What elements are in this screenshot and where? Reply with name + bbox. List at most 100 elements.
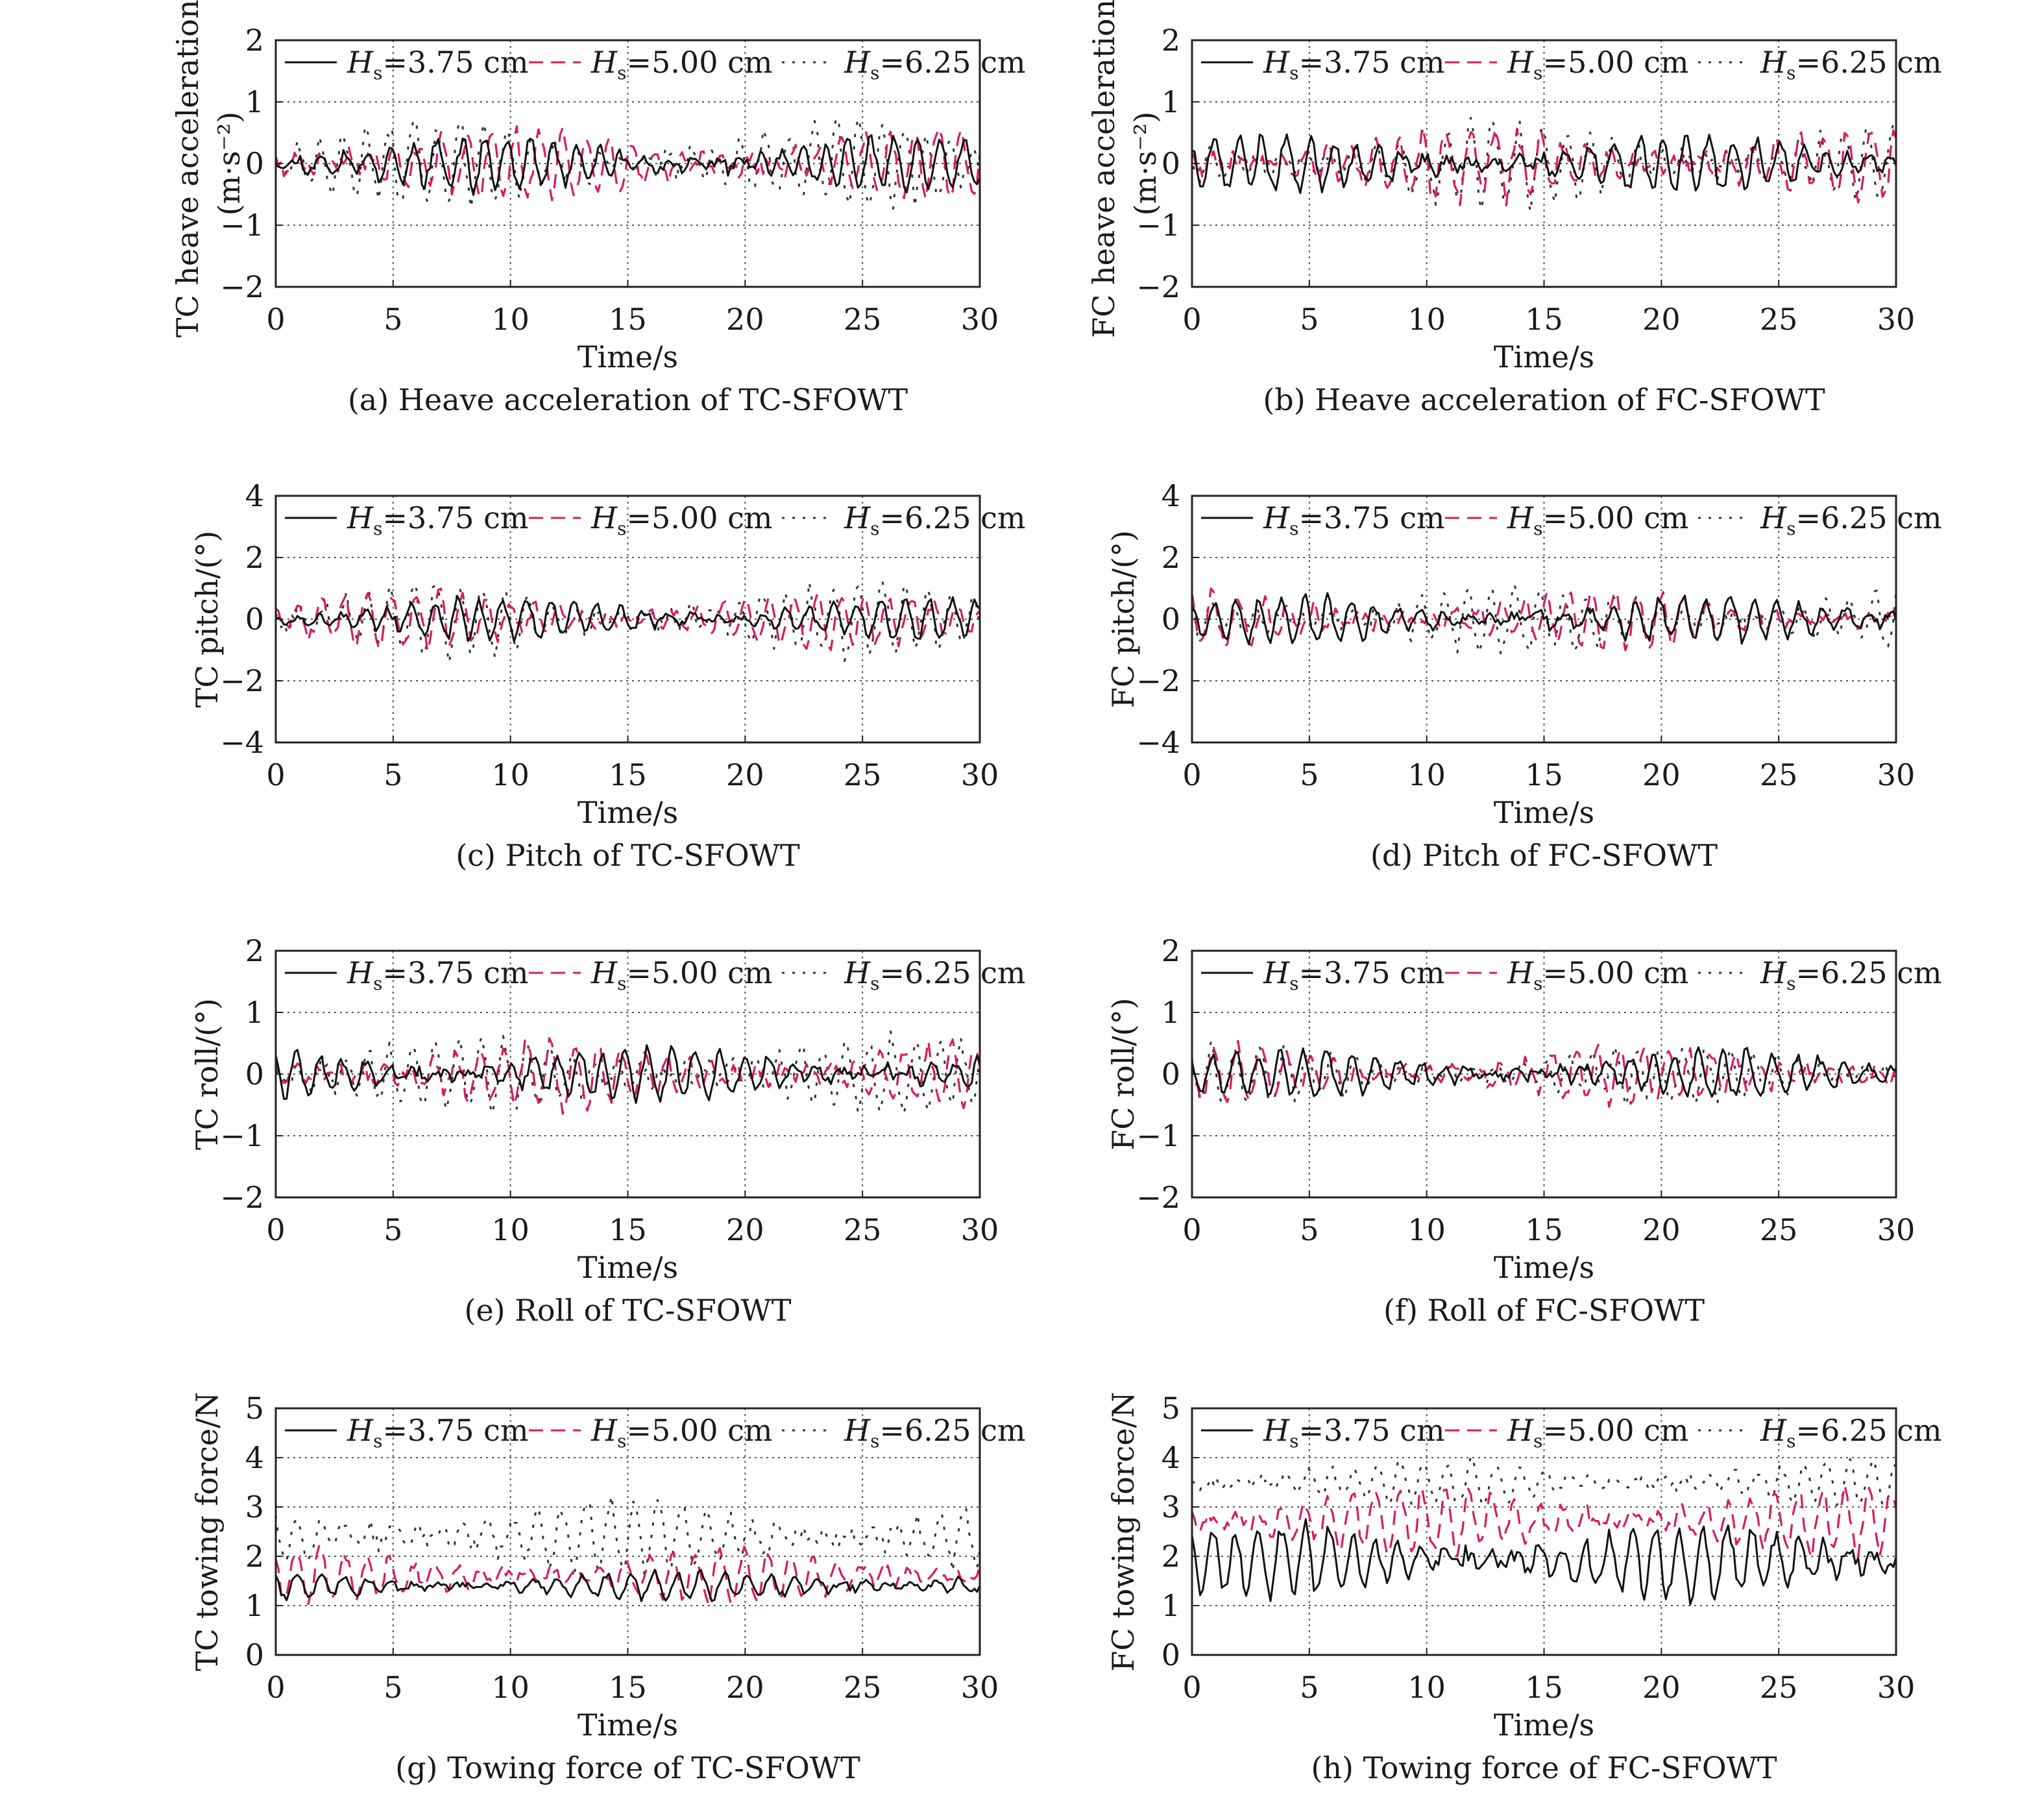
legend-subscript: s xyxy=(1289,973,1298,994)
legend-subscript: s xyxy=(373,973,382,994)
x-axis-label: Time/s xyxy=(1494,339,1594,374)
legend-subscript: s xyxy=(617,1430,626,1452)
y-tick-label: 1 xyxy=(1162,995,1180,1030)
y-tick-label: 0 xyxy=(245,602,264,637)
legend-value: =3.75 cm xyxy=(1299,45,1445,80)
y-tick-label: −1 xyxy=(1136,1118,1180,1153)
legend-subscript: s xyxy=(1786,62,1795,84)
y-tick-label: 2 xyxy=(245,933,264,968)
legend-entry-1: Hs=5.00 cm xyxy=(1507,500,1688,539)
legend-entry-1: Hs=5.00 cm xyxy=(590,1413,772,1452)
legend-symbol: H xyxy=(1263,1413,1290,1448)
series-group xyxy=(1192,1455,1896,1606)
legend-subscript: s xyxy=(373,62,382,84)
legend-entry-2: Hs=6.25 cm xyxy=(1760,955,1941,994)
y-tick-label: 5 xyxy=(1162,1391,1180,1426)
x-tick-label: 0 xyxy=(266,757,285,792)
x-tick-label: 20 xyxy=(1642,757,1681,792)
legend-value: =3.75 cm xyxy=(1299,1413,1445,1448)
x-tick-label: 5 xyxy=(383,1670,402,1705)
legend-value: =5.00 cm xyxy=(1543,955,1689,990)
legend-subscript: s xyxy=(1786,518,1795,539)
legend-symbol: H xyxy=(1263,45,1290,80)
y-tick-label: 1 xyxy=(1162,1588,1180,1623)
series-line-hs500 xyxy=(1192,587,1896,652)
x-tick-label: 15 xyxy=(609,1670,647,1705)
legend-subscript: s xyxy=(1786,973,1795,994)
y-tick-label: 5 xyxy=(245,1391,264,1426)
y-tick-label: 0 xyxy=(245,146,264,181)
panel-caption: (d) Pitch of FC-SFOWT xyxy=(1370,838,1718,873)
legend-symbol: H xyxy=(844,500,871,535)
legend-entry-2: Hs=6.25 cm xyxy=(844,1413,1025,1452)
legend-value: =6.25 cm xyxy=(880,955,1026,990)
y-axis-unit: (m·s⁻²) xyxy=(212,112,247,215)
x-tick-label: 10 xyxy=(1407,302,1446,337)
y-tick-label: 0 xyxy=(1162,602,1180,637)
y-tick-label: −1 xyxy=(220,208,264,243)
x-tick-label: 25 xyxy=(1760,302,1798,337)
x-tick-label: 20 xyxy=(1642,302,1681,337)
x-tick-label: 0 xyxy=(1182,1670,1201,1705)
legend-entry-1: Hs=5.00 cm xyxy=(590,45,772,84)
x-tick-label: 0 xyxy=(266,302,285,337)
x-tick-label: 25 xyxy=(844,302,882,337)
legend-value: =3.75 cm xyxy=(383,1413,529,1448)
legend-symbol: H xyxy=(1263,500,1290,535)
x-tick-label: 15 xyxy=(1525,302,1563,337)
x-axis-label: Time/s xyxy=(1494,795,1594,830)
x-tick-label: 15 xyxy=(1525,1212,1563,1247)
series-group xyxy=(276,1494,980,1607)
series-line-hs625 xyxy=(1192,1455,1896,1507)
x-tick-label: 10 xyxy=(491,302,529,337)
panel-caption: (f) Roll of FC-SFOWT xyxy=(1383,1293,1705,1328)
y-tick-label: 2 xyxy=(245,540,264,575)
x-axis-label: Time/s xyxy=(578,1250,678,1285)
series-group xyxy=(1192,1040,1896,1108)
y-axis-label: FC heave acceleration/ xyxy=(1086,0,1121,338)
legend-entry-1: Hs=5.00 cm xyxy=(1507,1413,1688,1452)
x-tick-label: 10 xyxy=(491,1212,529,1247)
y-tick-label: 2 xyxy=(245,1539,264,1574)
series-line-hs375 xyxy=(276,594,980,642)
legend-symbol: H xyxy=(1507,955,1534,990)
x-tick-label: 25 xyxy=(1760,757,1798,792)
x-tick-label: 0 xyxy=(1182,302,1201,337)
y-axis-unit: (m·s⁻²) xyxy=(1128,112,1163,215)
legend-subscript: s xyxy=(1289,1430,1298,1452)
series-group xyxy=(1192,117,1896,213)
legend-subscript: s xyxy=(870,1430,879,1452)
x-tick-label: 5 xyxy=(1300,757,1319,792)
series-group xyxy=(276,1029,980,1115)
legend-value: =3.75 cm xyxy=(1299,500,1445,535)
y-axis-label: TC roll/(°) xyxy=(189,998,225,1150)
y-tick-label: 2 xyxy=(1162,933,1180,968)
legend: Hs=3.75 cm Hs=5.00 cm Hs=6.25 cm xyxy=(285,45,1025,84)
y-tick-label: −2 xyxy=(220,1180,264,1215)
legend-symbol: H xyxy=(1760,45,1787,80)
series-line-hs375 xyxy=(1192,1046,1896,1098)
series-line-hs375 xyxy=(276,1569,980,1602)
legend-symbol: H xyxy=(1760,955,1787,990)
x-tick-label: 15 xyxy=(1525,757,1563,792)
x-tick-label: 10 xyxy=(1407,1670,1446,1705)
y-tick-label: 3 xyxy=(245,1489,264,1524)
y-tick-label: −2 xyxy=(220,663,264,698)
legend-entry-0: Hs=3.75 cm xyxy=(1263,1413,1444,1452)
y-tick-label: 1 xyxy=(245,995,264,1030)
y-tick-label: 1 xyxy=(1162,84,1180,119)
x-tick-label: 0 xyxy=(266,1670,285,1705)
series-line-hs500 xyxy=(276,587,980,653)
x-tick-label: 15 xyxy=(1525,1670,1563,1705)
y-tick-label: −1 xyxy=(1136,208,1180,243)
series-line-hs500 xyxy=(276,1545,980,1607)
x-tick-label: 30 xyxy=(961,1670,999,1705)
x-tick-label: 10 xyxy=(491,1670,529,1705)
legend-entry-2: Hs=6.25 cm xyxy=(844,45,1025,84)
legend-symbol: H xyxy=(347,500,374,535)
legend-value: =3.75 cm xyxy=(383,500,529,535)
